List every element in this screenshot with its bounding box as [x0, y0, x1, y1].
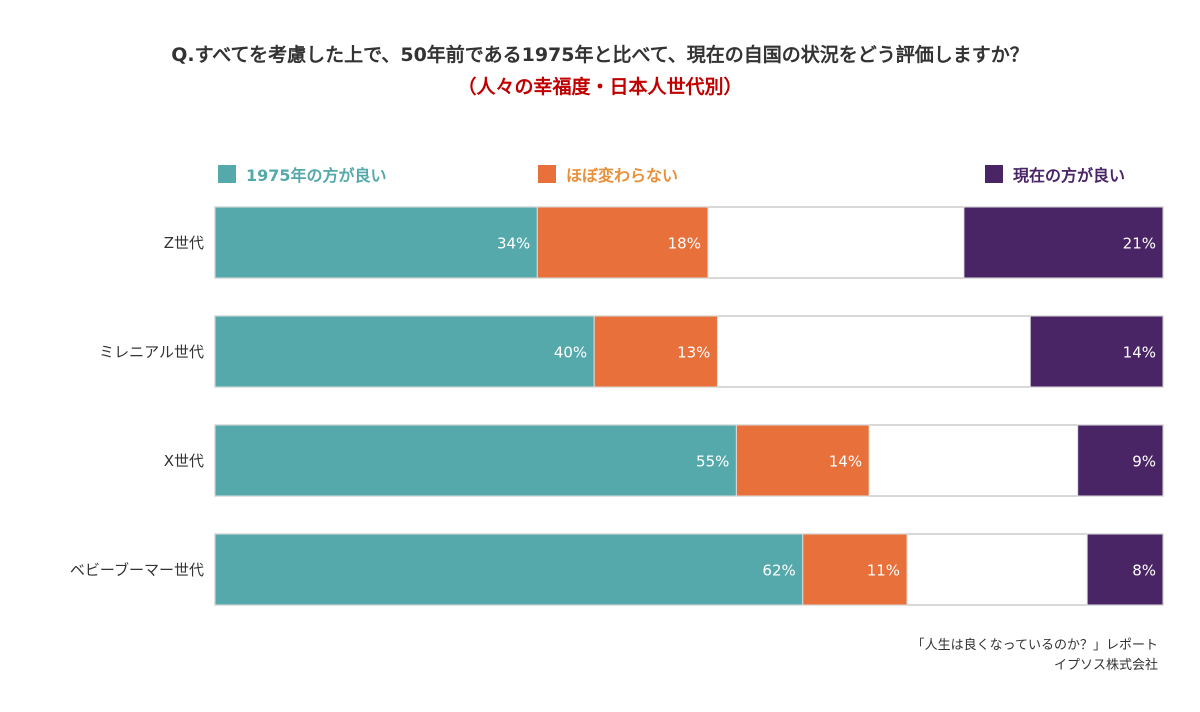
- data-label: 18%: [668, 235, 701, 253]
- data-label: 13%: [677, 344, 710, 362]
- data-label: 55%: [696, 453, 729, 471]
- bar-segment: [1029, 315, 1164, 388]
- data-label: 8%: [1132, 562, 1156, 580]
- data-label: 9%: [1132, 453, 1156, 471]
- bar-segment: [1086, 533, 1164, 606]
- data-label: 14%: [829, 453, 862, 471]
- legend-item-same: ほぼ変わらない: [538, 162, 678, 186]
- chart-subtitle: （人々の幸福度・日本人世代別）: [457, 76, 743, 98]
- chart-title: Q.すべてを考慮した上で、50年前である1975年と比べて、現在の自国の状況をど…: [171, 44, 1029, 66]
- data-label: 14%: [1123, 344, 1156, 362]
- legend-swatch: [985, 165, 1003, 183]
- data-label: 11%: [867, 562, 900, 580]
- legend-item-1975-better: 1975年の方が良い: [218, 162, 387, 186]
- bar-segment: [214, 424, 737, 497]
- bar-segment: [536, 206, 709, 279]
- bar-segment: [802, 533, 908, 606]
- legend-label: ほぼ変わらない: [566, 166, 679, 185]
- category-label: Z世代: [163, 234, 204, 252]
- bar-segment: [593, 315, 718, 388]
- legend-label: 現在の方が良い: [1013, 166, 1126, 185]
- legend-item-now-better: 現在の方が良い: [985, 162, 1125, 186]
- bar-segment: [214, 315, 595, 388]
- bar-segment: [214, 533, 804, 606]
- legend-swatch: [218, 165, 236, 183]
- data-label: 40%: [554, 344, 587, 362]
- data-label: 62%: [762, 562, 795, 580]
- category-label: ベビーブーマー世代: [69, 561, 204, 579]
- legend-label: 1975年の方が良い: [246, 166, 387, 185]
- bar-segment: [735, 424, 870, 497]
- bar-segment: [1077, 424, 1164, 497]
- category-label: X世代: [163, 452, 204, 470]
- source-company: イプソス株式会社: [1053, 658, 1158, 673]
- source-text: 「人生は良くなっているのか？」レポート: [911, 638, 1158, 653]
- data-label: 21%: [1123, 235, 1156, 253]
- category-label: ミレニアル世代: [99, 343, 204, 361]
- bar-segment: [214, 206, 538, 279]
- legend-swatch: [538, 165, 556, 183]
- bar-segment: [963, 206, 1164, 279]
- data-label: 34%: [497, 235, 530, 253]
